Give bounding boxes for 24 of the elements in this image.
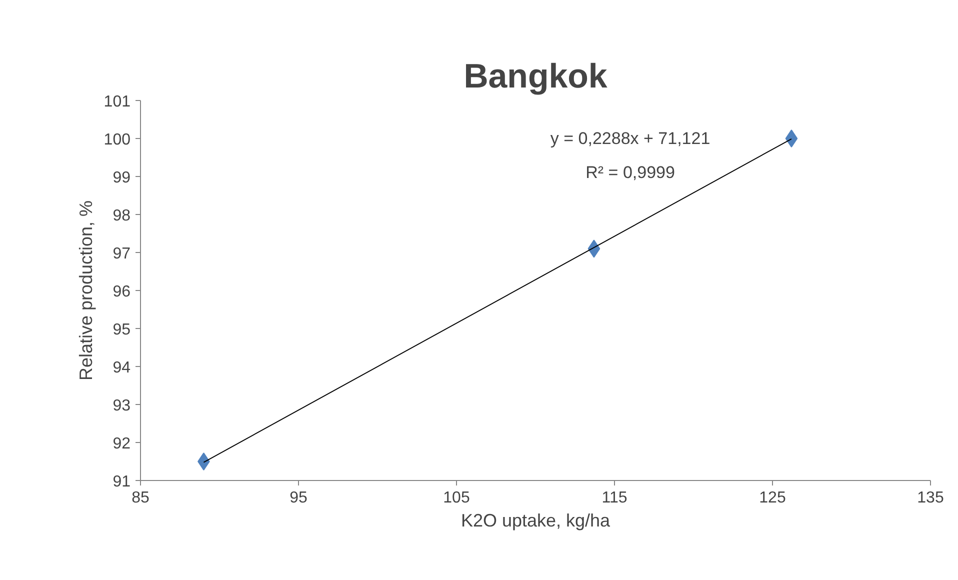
y-tick-label: 96: [112, 284, 131, 300]
x-tick-label: 85: [132, 490, 150, 506]
point: [588, 240, 600, 258]
x-tick-label: 115: [602, 490, 628, 506]
y-tick-label: 91: [112, 474, 131, 490]
x-tick-label: 125: [759, 490, 786, 506]
chart-title: Bangkok: [464, 58, 608, 96]
y-tick-label: 98: [112, 208, 131, 224]
annotation: y = 0,2288x + 71,121: [550, 129, 710, 148]
x-tick-label: 105: [443, 490, 470, 506]
annotation: R² = 0,9999: [586, 163, 675, 182]
y-tick-label: 93: [112, 398, 131, 414]
y-tick-label: 100: [104, 132, 131, 148]
x-tick-label: 95: [290, 490, 308, 506]
point: [785, 130, 798, 148]
y-tick-label: 99: [112, 170, 131, 186]
y-tick-label: 95: [112, 322, 131, 338]
y-tick-label: 92: [112, 436, 131, 452]
y-axis-title: Relative production, %: [76, 200, 96, 381]
x-axis-title: K2O uptake, kg/ha: [460, 510, 612, 530]
x-tick-label: 135: [917, 490, 944, 506]
y-tick-label: 101: [104, 94, 131, 110]
y-tick-label: 97: [112, 246, 131, 262]
y-tick-label: 94: [112, 360, 131, 376]
